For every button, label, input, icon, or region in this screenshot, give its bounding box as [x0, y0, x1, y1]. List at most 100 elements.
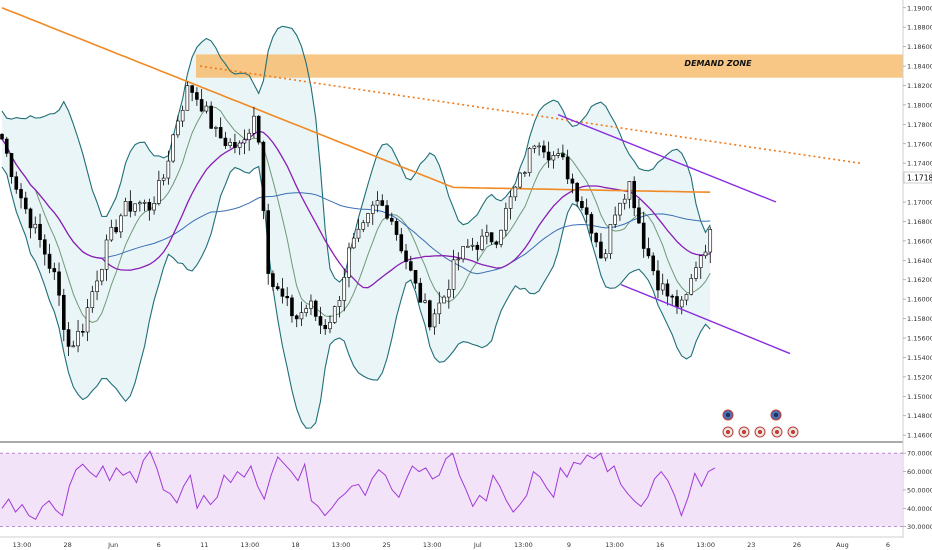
- price-tick-label: 1.17600: [907, 140, 932, 148]
- candle-down: [290, 297, 294, 317]
- candle-down: [195, 92, 199, 100]
- rsi-line: [1, 450, 716, 520]
- candle-down: [494, 241, 499, 245]
- candle-up: [447, 289, 451, 298]
- candle-down: [285, 296, 290, 299]
- candle-down: [646, 248, 651, 257]
- candle-up: [252, 115, 256, 134]
- rsi-pane[interactable]: [0, 450, 903, 528]
- current-price-marker: 1.17188: [903, 171, 932, 184]
- event-icons[interactable]: [722, 409, 799, 438]
- time-tick-label: 9: [567, 541, 571, 549]
- candle-down: [670, 295, 675, 298]
- time-tick-label: 28: [63, 541, 71, 549]
- news-event-icon[interactable]: [770, 409, 782, 421]
- candle-down: [418, 282, 423, 303]
- candle-down: [546, 151, 551, 161]
- news-event-icon[interactable]: [754, 426, 766, 438]
- candle-down: [313, 300, 318, 317]
- candle-down: [542, 145, 546, 153]
- candle-up: [556, 153, 560, 156]
- candle-up: [337, 300, 342, 307]
- candle-down: [23, 197, 28, 210]
- candle-down: [57, 271, 61, 296]
- candle-down: [0, 133, 4, 140]
- price-tick-label: 1.15000: [907, 393, 932, 401]
- candle-up: [95, 280, 99, 292]
- candle-down: [394, 221, 399, 235]
- candle-up: [679, 299, 684, 308]
- candle-up: [166, 160, 171, 179]
- news-event-icon[interactable]: [787, 426, 799, 438]
- time-tick-label: 13:00: [605, 541, 624, 549]
- candle-down: [632, 181, 636, 209]
- candle-down: [199, 99, 204, 112]
- time-tick-label: 16: [656, 541, 664, 549]
- candle-up: [123, 201, 128, 217]
- dotted-trendline[interactable]: [199, 65, 861, 164]
- event-icon-dot: [726, 413, 730, 417]
- trendlines[interactable]: [199, 65, 861, 355]
- candle-down: [28, 208, 33, 229]
- price-axis[interactable]: 1.19000 1.18800 1.18600 1.18400 1.18200 1.180…: [903, 4, 932, 440]
- candle-down: [280, 288, 285, 297]
- candle-down: [413, 269, 418, 284]
- candle-up: [237, 142, 242, 148]
- candle-up: [437, 302, 442, 315]
- news-event-icon[interactable]: [738, 426, 750, 438]
- time-tick-label: 11: [200, 541, 208, 549]
- channel-upper-line[interactable]: [557, 113, 777, 203]
- news-event-icon[interactable]: [771, 426, 783, 438]
- time-tick-label: Jul: [473, 541, 482, 549]
- price-tick-label: 1.15200: [907, 373, 932, 381]
- candle-down: [570, 178, 575, 184]
- candle-down: [19, 189, 23, 199]
- time-axis[interactable]: 13:00 28 Jun 6 11 13:00 18 13:00 25 13:00 Jul 13:00…: [13, 541, 890, 549]
- candle-up: [90, 291, 95, 308]
- candle-up: [708, 229, 713, 253]
- rsi-axis[interactable]: 70.0000 60.0000 50.0000 40.0000 30.0000: [903, 450, 932, 531]
- candle-up: [694, 267, 698, 279]
- candle-up: [33, 223, 38, 229]
- news-event-icon[interactable]: [722, 426, 734, 438]
- candle-down: [66, 329, 71, 347]
- candle-down: [651, 255, 656, 272]
- time-tick-label: 26: [793, 541, 801, 549]
- time-tick-label: 6: [157, 541, 161, 549]
- candle-down: [489, 232, 494, 243]
- demand-zone-rect[interactable]: [196, 54, 903, 78]
- candle-down: [42, 239, 47, 255]
- time-tick-label: 23: [747, 541, 755, 549]
- channel-lower-line[interactable]: [620, 283, 791, 355]
- candle-down: [427, 300, 432, 328]
- candle-up: [347, 247, 351, 278]
- candle-up: [242, 139, 247, 144]
- candle-down: [589, 214, 594, 234]
- candle-down: [594, 232, 598, 243]
- candle-down: [656, 270, 660, 291]
- candle-up: [109, 227, 114, 241]
- candle-up: [76, 330, 80, 347]
- candle-down: [275, 286, 280, 290]
- demand-zone[interactable]: [196, 54, 903, 78]
- candle-down: [61, 294, 66, 330]
- price-tick-label: 1.16200: [907, 276, 932, 284]
- rsi-tick-label: 60.0000: [907, 468, 932, 476]
- news-event-icon[interactable]: [722, 409, 734, 421]
- candle-up: [485, 232, 489, 237]
- candle-up: [100, 269, 104, 282]
- candle-up: [423, 300, 427, 303]
- candle-up: [176, 120, 180, 136]
- candle-up: [470, 244, 475, 247]
- candle-up: [152, 203, 156, 211]
- time-tick-label: 13:00: [696, 541, 715, 549]
- price-tick-label: 1.14600: [907, 432, 932, 440]
- price-pane[interactable]: DEMAND ZONE: [0, 7, 904, 438]
- candle-down: [318, 316, 323, 326]
- candle-up: [537, 145, 541, 148]
- candle-down: [575, 182, 579, 202]
- candle-down: [565, 156, 570, 180]
- price-tick-label: 1.16800: [907, 218, 932, 226]
- candle-down: [380, 200, 385, 206]
